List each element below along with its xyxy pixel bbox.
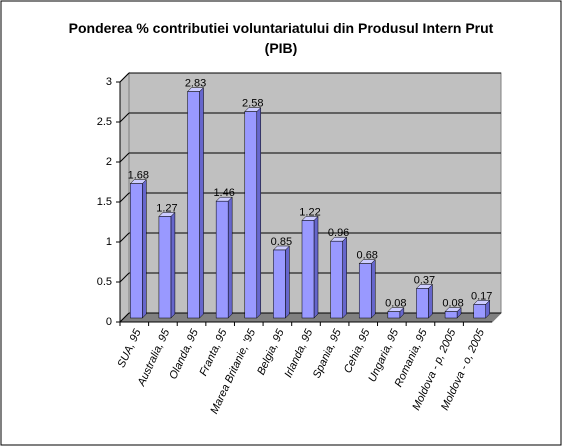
chart-title: Ponderea % contributiei voluntariatului … (68, 20, 494, 56)
y-tick-label: 3 (106, 76, 112, 88)
bar (416, 288, 429, 319)
bar-side (313, 215, 319, 319)
bar (215, 200, 229, 319)
bar (330, 240, 343, 319)
grid-line-side (119, 232, 130, 243)
bar-side (170, 211, 176, 319)
data-label: 1.27 (156, 202, 177, 214)
bar-side (142, 178, 147, 319)
y-tick-label: 0.5 (97, 276, 112, 288)
data-label: 1.68 (128, 170, 149, 182)
data-label: 2.58 (242, 98, 263, 110)
y-tick-label: 1 (106, 236, 112, 248)
bar-side (428, 283, 433, 319)
bar (244, 111, 258, 319)
bar (444, 311, 458, 319)
bar-side (227, 196, 233, 319)
y-tick-label: 1.5 (97, 196, 112, 208)
data-label: 0.08 (385, 298, 406, 310)
y-tick-label: 0 (106, 316, 112, 328)
bar (273, 249, 286, 319)
bar-side (370, 258, 376, 319)
y-tick-label: 2 (106, 156, 112, 168)
data-label: 0.08 (442, 298, 463, 310)
data-label: 0.68 (357, 250, 378, 262)
data-label: 2.83 (185, 78, 206, 90)
bar (158, 216, 172, 319)
bar (187, 91, 200, 319)
data-label: 0.85 (271, 236, 292, 248)
grid-line-side (119, 152, 130, 163)
grid-line-side (119, 112, 130, 123)
bar-side (256, 106, 262, 319)
data-label: 0.37 (414, 274, 435, 286)
grid-line-side (119, 72, 130, 83)
bar-side (285, 245, 290, 319)
bar (358, 263, 372, 319)
data-label: 0.17 (471, 290, 492, 302)
bar (301, 220, 315, 319)
bar-side (199, 86, 204, 319)
y-tick-label: 2.5 (97, 116, 112, 128)
data-label: 0.96 (328, 227, 349, 239)
bar (130, 183, 143, 319)
data-label: 1.46 (213, 187, 234, 199)
bar (473, 304, 486, 319)
bar (387, 311, 401, 319)
grid-line-side (119, 272, 130, 283)
grid-line-side (119, 312, 130, 323)
data-label: 1.22 (299, 206, 320, 218)
grid-line-side (119, 192, 130, 203)
bar-side (342, 236, 347, 319)
